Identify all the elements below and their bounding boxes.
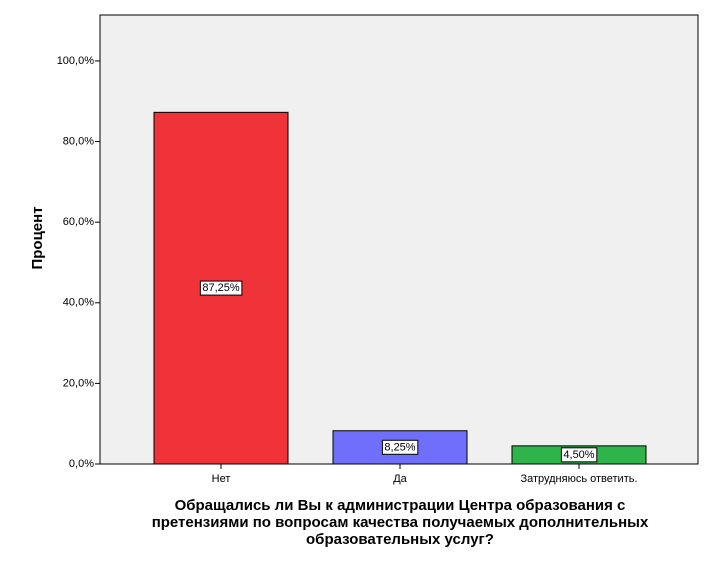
y-tick-label: 0,0% — [69, 458, 94, 470]
y-axis-title: Процент — [29, 206, 46, 269]
x-axis-title: претензиями по вопросам качества получае… — [152, 514, 649, 531]
x-tick-label: Нет — [212, 473, 231, 485]
value-label: 87,25% — [202, 282, 240, 294]
value-label-box — [199, 280, 243, 296]
x-axis-title: Обращались ли Вы к администрации Центра … — [175, 497, 626, 514]
value-label-box — [560, 447, 598, 463]
y-tick-label: 40,0% — [63, 297, 94, 309]
x-tick-label: Затрудняюсь ответить. — [520, 473, 637, 485]
value-label-box — [381, 439, 419, 455]
y-tick-label: 100,0% — [57, 55, 95, 67]
value-label: 8,25% — [384, 441, 415, 453]
y-tick-label: 60,0% — [63, 216, 94, 228]
y-tick-label: 80,0% — [63, 135, 94, 147]
value-label: 4,50% — [563, 449, 594, 461]
x-tick-label: Да — [393, 473, 407, 485]
y-tick-label: 20,0% — [63, 377, 94, 389]
x-axis-title: образовательных услуг? — [306, 531, 494, 548]
